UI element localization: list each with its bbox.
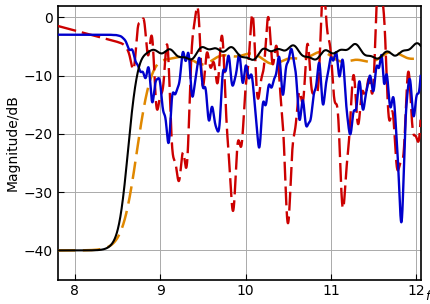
Y-axis label: Magnitude/dB: Magnitude/dB [6, 94, 19, 191]
Text: $f$
GHz: $f$ GHz [424, 289, 430, 304]
